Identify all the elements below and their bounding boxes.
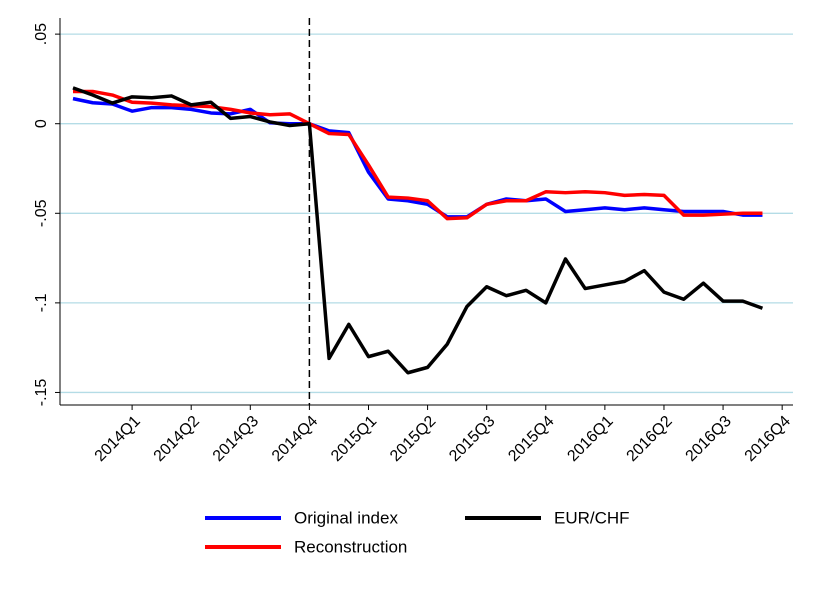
x-tick-label: 2015Q4 xyxy=(505,413,557,465)
x-tick-label: 2015Q2 xyxy=(387,413,439,465)
y-tick-label: .05 xyxy=(33,23,50,45)
x-tick-label: 2016Q1 xyxy=(564,413,616,465)
y-tick-label: -.1 xyxy=(33,293,50,312)
x-tick-label: 2014Q1 xyxy=(92,413,144,465)
x-tick-label: 2015Q3 xyxy=(446,413,498,465)
legend-label: Reconstruction xyxy=(294,537,407,556)
legend-label: Original index xyxy=(294,508,398,527)
y-tick-label: -.05 xyxy=(33,199,50,227)
line-series xyxy=(73,89,763,221)
x-tick-label: 2016Q4 xyxy=(742,413,794,465)
line-series xyxy=(72,86,764,375)
x-tick-label: 2014Q4 xyxy=(269,413,321,465)
y-tick-label: 0 xyxy=(33,119,50,128)
y-tick-label: -.15 xyxy=(33,379,50,407)
line-series xyxy=(72,96,763,219)
x-tick-label: 2014Q2 xyxy=(151,413,203,465)
x-tick-label: 2015Q1 xyxy=(328,413,380,465)
x-tick-label: 2014Q3 xyxy=(210,413,262,465)
x-tick-label: 2016Q3 xyxy=(683,413,735,465)
x-tick-label: 2016Q2 xyxy=(624,413,676,465)
legend-label: EUR/CHF xyxy=(554,508,630,527)
